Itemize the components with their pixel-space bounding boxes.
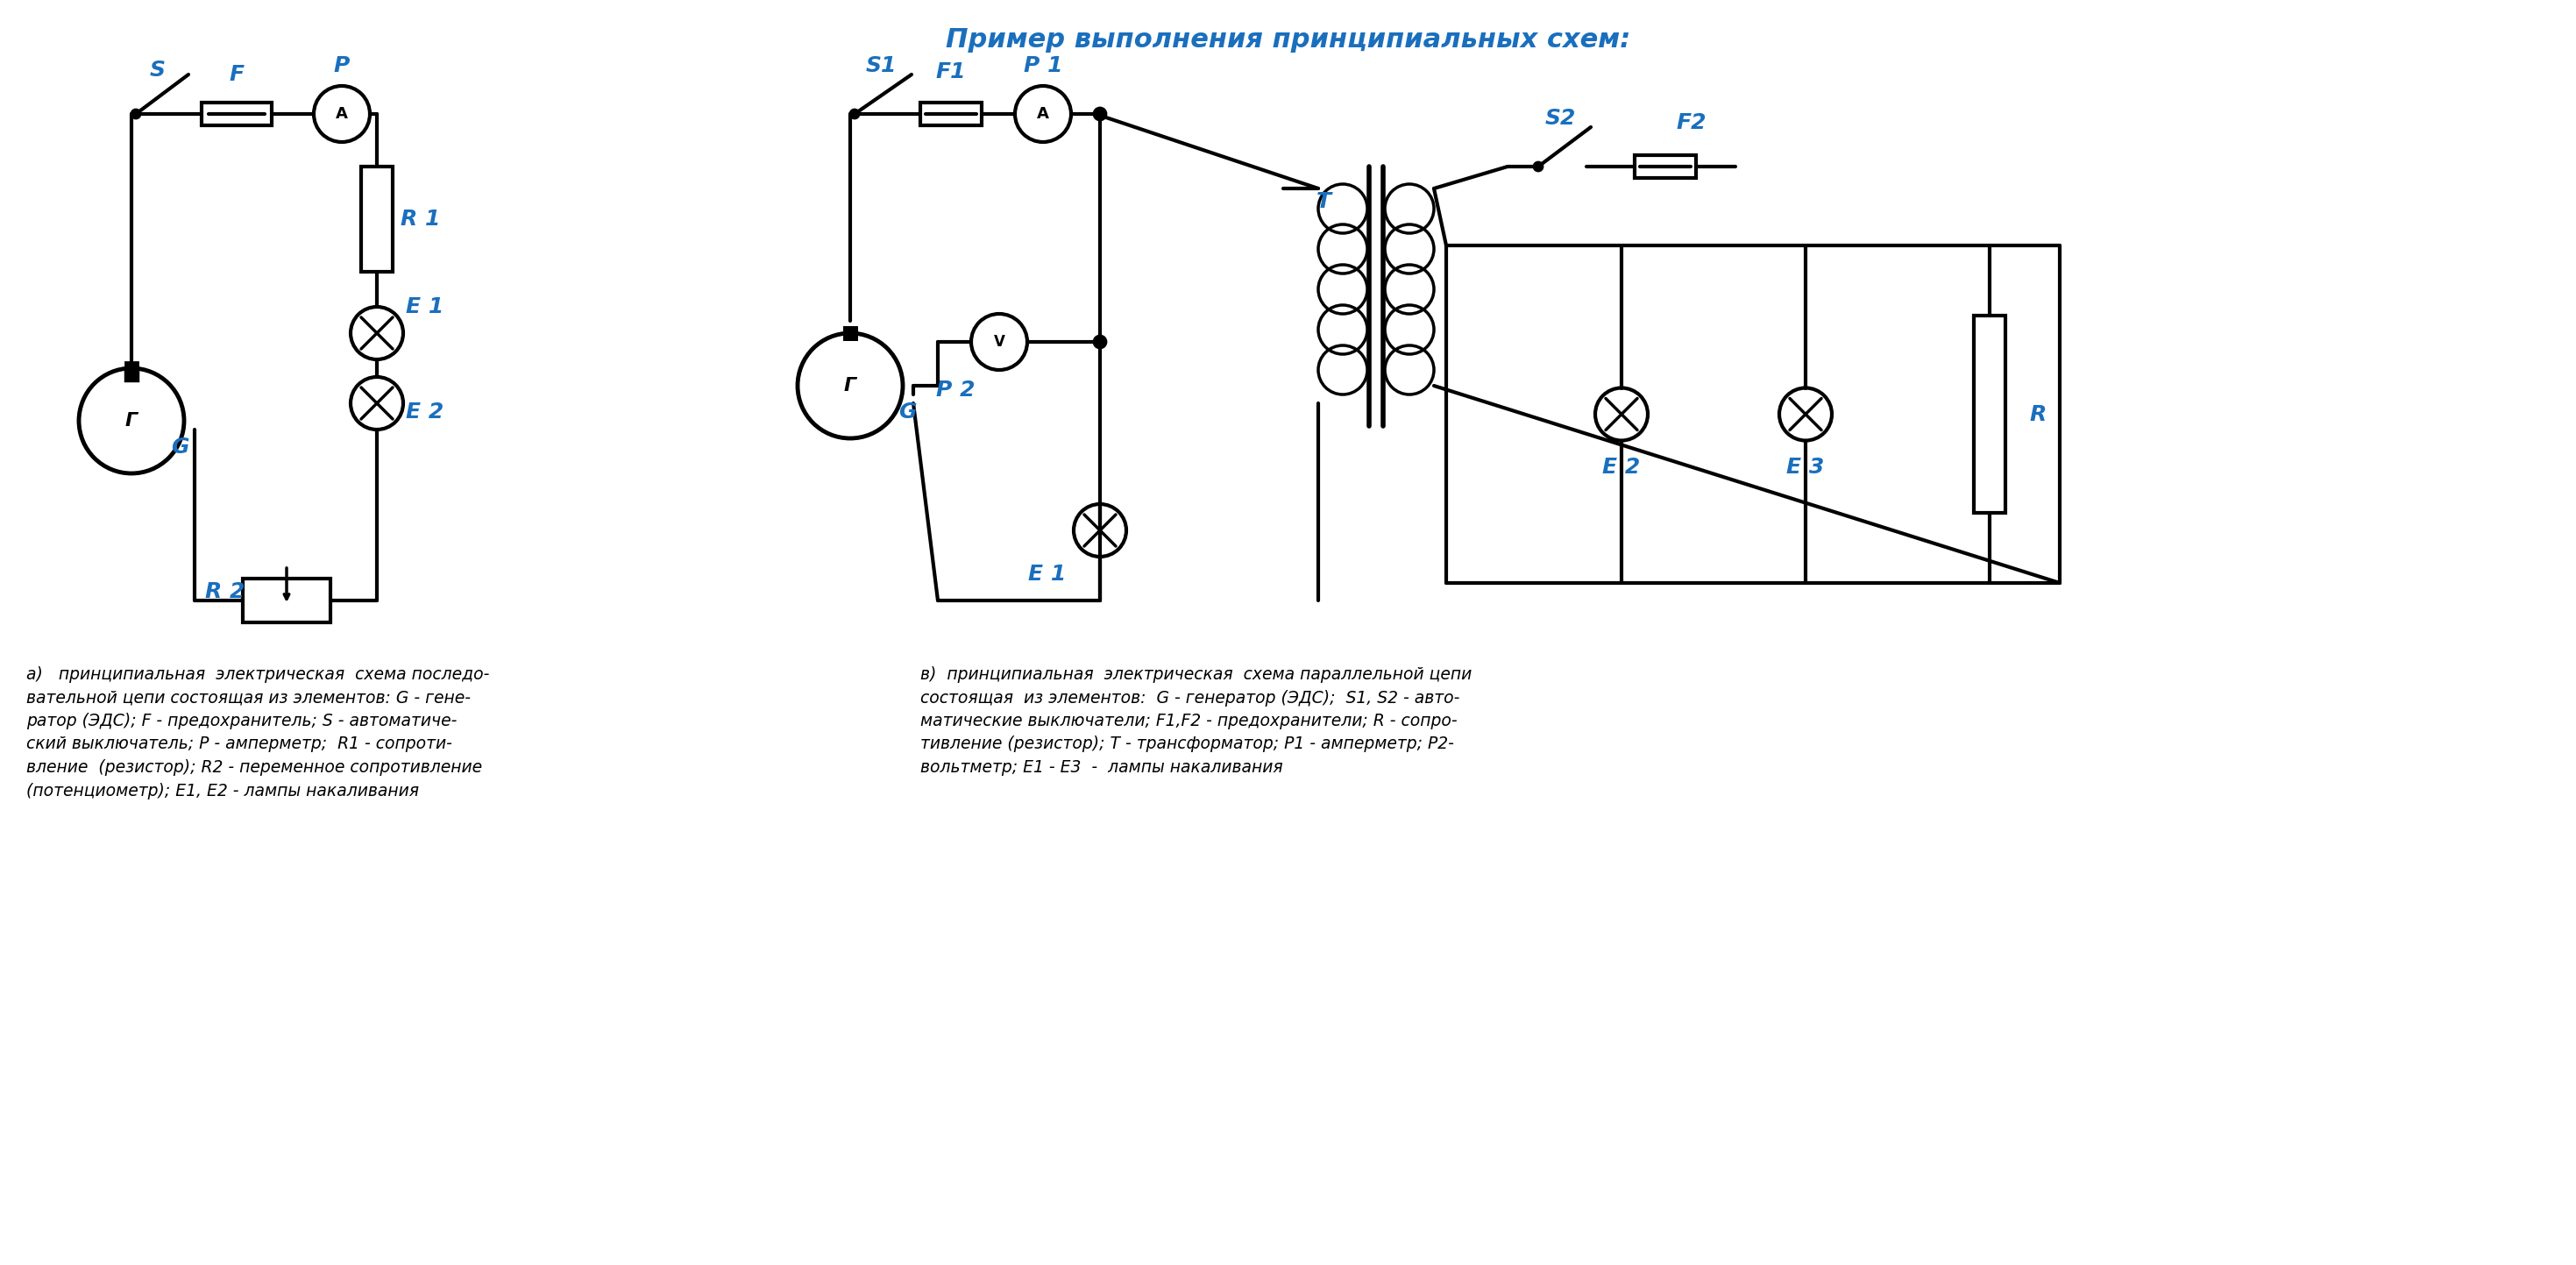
Text: P 2: P 2 xyxy=(935,380,974,401)
Text: E 1: E 1 xyxy=(407,296,443,318)
Text: R 2: R 2 xyxy=(206,581,245,602)
Bar xyxy=(361,167,392,272)
Text: E 2: E 2 xyxy=(1602,457,1641,477)
Bar xyxy=(845,326,855,339)
Circle shape xyxy=(131,110,139,119)
Text: P 1: P 1 xyxy=(1023,56,1061,76)
Text: V: V xyxy=(994,334,1005,350)
Bar xyxy=(1973,315,2004,512)
Bar xyxy=(845,326,855,339)
Circle shape xyxy=(850,110,858,119)
Text: F1: F1 xyxy=(935,62,966,82)
Text: G: G xyxy=(170,436,188,458)
Bar xyxy=(242,578,330,622)
Text: а)   принципиальная  электрическая  схема последо-
вательной цепи состоящая из э: а) принципиальная электрическая схема по… xyxy=(26,667,489,799)
Circle shape xyxy=(1095,108,1105,120)
Text: S2: S2 xyxy=(1546,108,1577,129)
Text: Г: Г xyxy=(126,412,137,430)
Text: E 1: E 1 xyxy=(1028,564,1066,584)
Text: в)  принципиальная  электрическая  схема параллельной цепи
состоящая  из элемент: в) принципиальная электрическая схема па… xyxy=(920,667,1471,775)
Text: Пример выполнения принципиальных схем:: Пример выполнения принципиальных схем: xyxy=(945,27,1631,52)
Text: P: P xyxy=(335,56,350,76)
Bar xyxy=(126,368,137,381)
Bar xyxy=(920,102,981,125)
Text: R 1: R 1 xyxy=(402,209,440,230)
Text: S: S xyxy=(149,59,165,81)
Text: S1: S1 xyxy=(866,56,896,76)
Text: R: R xyxy=(2030,404,2045,425)
Text: A: A xyxy=(335,106,348,121)
Bar xyxy=(126,362,137,374)
Circle shape xyxy=(1095,335,1105,348)
Circle shape xyxy=(1533,162,1543,171)
Bar xyxy=(201,102,270,125)
Text: F2: F2 xyxy=(1677,113,1708,133)
Text: E 3: E 3 xyxy=(1788,457,1824,477)
Text: G: G xyxy=(899,401,917,423)
Text: F: F xyxy=(229,65,245,85)
Text: E 2: E 2 xyxy=(407,401,443,423)
Bar xyxy=(1636,156,1695,178)
Text: T: T xyxy=(1316,191,1332,213)
Text: A: A xyxy=(1038,106,1048,121)
Text: Г: Г xyxy=(845,377,855,395)
